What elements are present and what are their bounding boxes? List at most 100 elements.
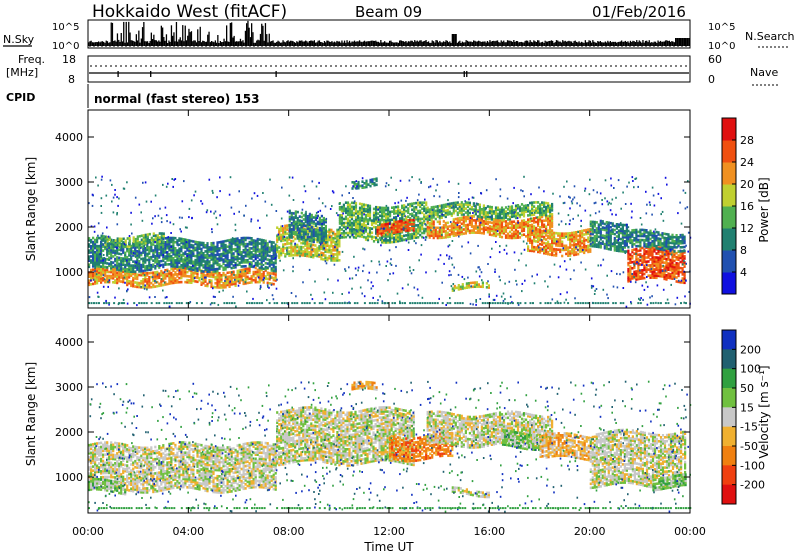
scatter-cell (360, 202, 364, 206)
scatter-cell (569, 240, 572, 243)
scatter-cell (178, 259, 181, 263)
scatter-cell (156, 276, 159, 280)
scatter-cell (182, 254, 185, 257)
scatter-cell (150, 236, 153, 240)
scatter-cell (310, 247, 313, 250)
nsky-bar (209, 42, 211, 46)
scatter-cell (254, 278, 257, 282)
scatter-cell (454, 209, 457, 213)
nsky-bar (609, 41, 611, 46)
nsky-bar (662, 41, 664, 46)
scatter-cell (412, 218, 415, 222)
nsky-bar (570, 41, 573, 46)
scatter-cell (166, 240, 169, 244)
nsky-bar (504, 42, 506, 46)
scatter-cell (450, 230, 453, 234)
scatter-cell (346, 207, 350, 210)
scatter-cell (567, 248, 570, 251)
scatter-cell (160, 280, 163, 283)
scatter-cell (244, 276, 247, 279)
scatter-cell (114, 257, 117, 261)
scatter-cell (132, 242, 135, 245)
scatter-cell (663, 255, 666, 258)
scatter-cell (607, 231, 610, 235)
scatter-cell (372, 207, 376, 211)
nsky-bar (220, 42, 223, 46)
scatter-cell (426, 206, 429, 210)
scatter-cell (194, 264, 197, 268)
scatter-cell (415, 207, 418, 211)
nsky-bar (661, 41, 663, 46)
scatter-cell (605, 235, 608, 238)
scatter-cell (206, 284, 209, 288)
nsky-bar (475, 41, 477, 46)
scatter-cell (100, 271, 103, 274)
scatter-cell (547, 217, 550, 220)
scatter-cell (551, 253, 554, 257)
scatter-cell (190, 245, 193, 249)
scatter-cell (232, 282, 235, 286)
scatter-cell (500, 208, 504, 212)
scatter-cell (280, 251, 283, 255)
scatter-cell (114, 239, 117, 242)
nsky-bar (322, 43, 324, 46)
scatter-cell (376, 234, 379, 237)
scatter-cell (248, 271, 251, 274)
scatter-cell (593, 245, 596, 248)
scatter-cell (615, 235, 618, 238)
scatter-cell (368, 216, 372, 220)
scatter-cell (585, 245, 588, 248)
scatter-cell (206, 264, 209, 267)
scatter-cell (480, 223, 483, 227)
scatter-cell (581, 229, 584, 233)
scatter-cell (318, 235, 321, 238)
scatter-cell (140, 242, 143, 246)
nsky-bar (685, 38, 687, 46)
scatter-cell (202, 277, 205, 281)
scatter-cell (360, 215, 364, 218)
scatter-cell (508, 211, 512, 215)
nsky-bar (628, 42, 630, 46)
nsky-bar (574, 40, 576, 46)
nsky-bar (158, 40, 160, 46)
scatter-cell (220, 258, 223, 262)
scatter-cell (148, 264, 151, 267)
nsky-bar (569, 41, 571, 46)
nsky-bar (513, 40, 515, 46)
scatter-cell (557, 232, 560, 235)
scatter-cell (621, 231, 624, 235)
scatter-cell (609, 244, 612, 247)
scatter-cell (128, 245, 131, 248)
scatter-cell (210, 275, 213, 278)
scatter-cell (494, 216, 498, 220)
scatter-cell (575, 239, 578, 242)
scatter-cell (421, 227, 424, 231)
scatter-cell (409, 202, 412, 206)
scatter-cell (454, 221, 457, 225)
scatter-cell (432, 228, 435, 232)
nsky-bar (184, 25, 186, 46)
nsky-bar (172, 35, 174, 46)
nsky-bar (101, 41, 104, 46)
scatter-cell (296, 251, 299, 255)
scatter-cell (162, 257, 165, 261)
scatter-cell (176, 257, 179, 260)
scatter-cell (168, 248, 171, 252)
scatter-cell (240, 259, 243, 262)
scatter-cell (346, 203, 350, 206)
scatter-cell (130, 280, 133, 283)
scatter-cell (372, 217, 376, 221)
scatter-cell (112, 272, 115, 276)
nsky-bar (274, 42, 277, 46)
scatter-cell (601, 222, 604, 225)
scatter-cell (164, 263, 167, 266)
scatter-cell (152, 243, 155, 246)
scatter-cell (216, 261, 219, 265)
nsky-bar (463, 42, 465, 46)
scatter-cell (198, 261, 201, 265)
scatter-cell (338, 232, 341, 235)
scatter-cell (356, 232, 360, 236)
nsky-bar (429, 42, 431, 46)
scatter-cell (298, 227, 301, 230)
scatter-cell (274, 275, 277, 278)
